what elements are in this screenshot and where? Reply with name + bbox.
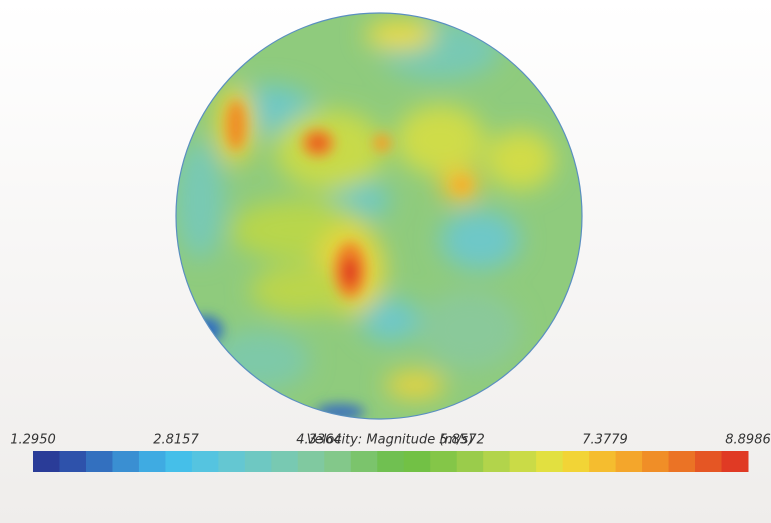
colorbar-segment (245, 451, 272, 472)
colorbar-segment (298, 451, 325, 472)
colorbar-segment (642, 451, 669, 472)
colorbar-tick-label: 4.3364 (296, 433, 342, 448)
colorbar-segment (404, 451, 431, 472)
colorbar-segment (510, 451, 537, 472)
colorbar-segment (589, 451, 616, 472)
colorbar-segment (59, 451, 86, 472)
colorbar-segment (112, 451, 139, 472)
velocity-field (175, 13, 582, 420)
colorbar-segment (669, 451, 696, 472)
colorbar-segment (192, 451, 219, 472)
colorbar-tick-label: 8.8986 (725, 433, 771, 448)
colorbar-segment (722, 451, 749, 472)
colorbar-segment (616, 451, 643, 472)
colorbar-segment (377, 451, 404, 472)
colorbar-segment (165, 451, 192, 472)
colorbar-segment (139, 451, 166, 472)
colorbar-segment (86, 451, 113, 472)
colorbar-segment (695, 451, 722, 472)
chart: Velocity: Magnitude (m/s) 1.29502.81574.… (0, 0, 771, 523)
colorbar-tick-label: 7.3779 (582, 433, 628, 448)
colorbar-segment (563, 451, 590, 472)
colorbar-tick-label: 2.8157 (153, 433, 199, 448)
colorbar-tick-label: 5.8572 (439, 433, 485, 448)
colorbar-segment (536, 451, 563, 472)
colorbar-segment (483, 451, 510, 472)
colorbar-segment (33, 451, 60, 472)
colorbar-tick-label: 1.2950 (10, 433, 56, 448)
colorbar-segment (324, 451, 351, 472)
colorbar-segment (218, 451, 245, 472)
colorbar-segment (457, 451, 484, 472)
colorbar-segment (271, 451, 298, 472)
colorbar-segment (351, 451, 378, 472)
colorbar-segment (430, 451, 457, 472)
